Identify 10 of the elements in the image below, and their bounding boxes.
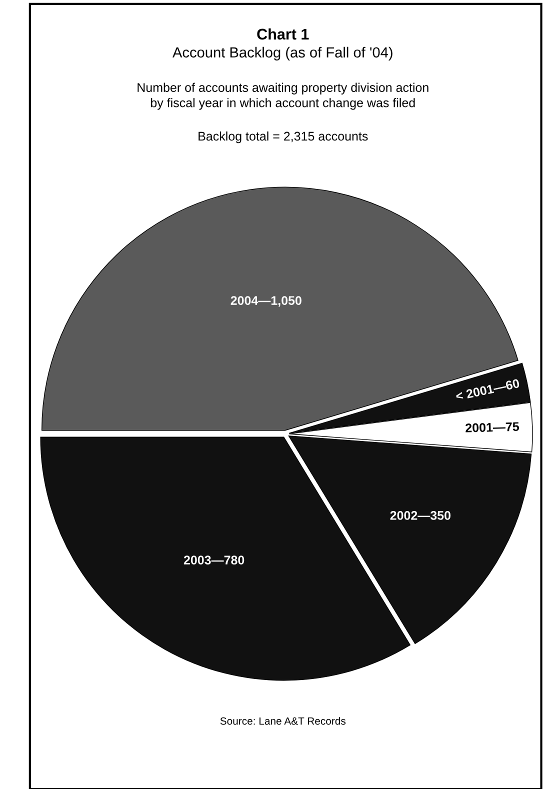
chart-title: Chart 1 <box>257 28 309 40</box>
source-note: Source: Lane A&T Records <box>220 717 346 725</box>
slice-label: 2001—75 <box>465 422 520 432</box>
text: Number of accounts awaiting property division action by fiscal year in which account change was filed <box>138 82 428 110</box>
chart-subtitle: Account Backlog (as of Fall of '04) <box>172 46 392 60</box>
text: Backlog total = 2,315 accounts <box>198 131 368 144</box>
slice-label: 2004—1,050 <box>230 296 302 307</box>
slice-label: 2003—780 <box>184 556 244 565</box>
slice-label: < 2001—60 <box>455 378 520 401</box>
slice-label: 2002—350 <box>390 511 450 520</box>
